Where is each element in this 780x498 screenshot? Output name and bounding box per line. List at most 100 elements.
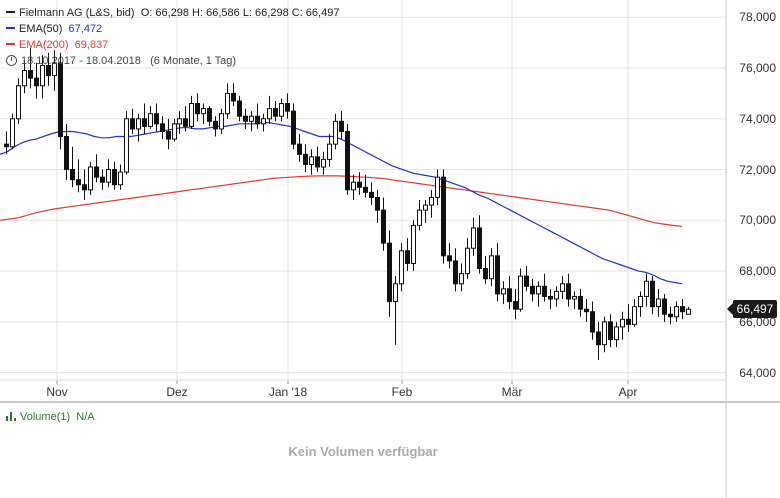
- candle-body: [94, 166, 99, 178]
- candle-body: [566, 283, 571, 300]
- period-label: (6 Monate, 1 Tag): [150, 55, 237, 67]
- candle-body: [530, 285, 535, 295]
- candle-body: [207, 108, 212, 122]
- volume-empty-message: Kein Volumen verfügbar: [288, 444, 438, 459]
- candle-body: [183, 118, 188, 127]
- candle-body: [447, 255, 452, 262]
- candle-body: [542, 285, 547, 297]
- candle-body: [632, 306, 637, 325]
- volume-legend[interactable]: Volume(1) N/A: [6, 411, 95, 423]
- candle-body: [381, 209, 386, 244]
- candle-body: [465, 247, 470, 275]
- candle-body: [554, 290, 559, 300]
- candle-body: [16, 85, 21, 120]
- candle-body: [339, 120, 344, 132]
- candle-body: [172, 123, 177, 140]
- date-range: 18.10.2017 - 18.04.2018: [21, 55, 141, 67]
- candle-body: [518, 275, 523, 310]
- x-tick-label: Nov: [46, 385, 68, 399]
- candle-body: [644, 280, 649, 297]
- candle-body: [237, 100, 242, 117]
- candle-body: [429, 196, 434, 206]
- candle-body: [680, 306, 685, 313]
- ema50-line-group: [0, 121, 683, 285]
- candle-body: [578, 295, 583, 310]
- candle-body: [435, 176, 440, 198]
- candle-body: [626, 318, 631, 325]
- candle-body: [489, 255, 494, 280]
- ema200-line: [0, 175, 683, 227]
- candle-body: [501, 288, 506, 295]
- ema50-line: [0, 121, 683, 285]
- candle-body: [596, 331, 601, 346]
- candle-body: [219, 113, 224, 130]
- candle-body: [351, 181, 356, 191]
- legend-ema50[interactable]: EMA(50) 67,472: [6, 22, 102, 36]
- candle-body: [453, 260, 458, 285]
- ema200-swatch-icon: [6, 43, 15, 46]
- candle-body: [423, 204, 428, 211]
- candle-body: [201, 108, 206, 115]
- candle-body: [70, 169, 75, 181]
- x-tick-label: Mär: [501, 385, 523, 399]
- y-tick-label: 64,000: [739, 365, 776, 380]
- candle-body: [363, 186, 368, 193]
- candle-body: [369, 191, 374, 198]
- ema50-label: EMA(50): [19, 23, 63, 35]
- candle-body: [686, 308, 691, 315]
- candle-body: [345, 130, 350, 191]
- candle-body: [405, 250, 410, 264]
- legend-ema200[interactable]: EMA(200) 69,837: [6, 38, 108, 52]
- candle-body: [441, 176, 446, 257]
- candle-body: [231, 92, 236, 102]
- candle-body: [387, 242, 392, 303]
- candle-body: [327, 143, 332, 160]
- candle-body: [375, 196, 380, 211]
- candle-body: [614, 326, 619, 341]
- volume-label: Volume(1): [20, 411, 71, 423]
- candle-body: [225, 92, 230, 115]
- volume-value: N/A: [76, 411, 95, 423]
- y-tick-label: 72,000: [739, 162, 776, 177]
- candle-body: [58, 62, 63, 138]
- candle-body: [160, 123, 165, 132]
- candle-body: [674, 306, 679, 318]
- y-tick-label: 74,000: [739, 111, 776, 126]
- candle-body: [10, 118, 15, 148]
- candle-body: [136, 118, 141, 130]
- x-tick-label: Feb: [391, 385, 413, 399]
- candle-body: [536, 285, 541, 295]
- candle-body: [273, 108, 278, 117]
- candle-body: [267, 108, 272, 120]
- y-tick-label: 66,000: [739, 314, 776, 329]
- candle-body: [513, 301, 518, 310]
- candle-body: [148, 113, 153, 127]
- candle-body: [166, 130, 171, 140]
- candle-body: [471, 227, 476, 249]
- candle-body: [100, 176, 105, 183]
- candle-body: [195, 103, 200, 115]
- candle-body: [393, 283, 398, 303]
- y-tick-label: 78,000: [739, 10, 776, 25]
- candle-body: [291, 110, 296, 145]
- y-tick-label: 70,000: [739, 213, 776, 228]
- candle-body: [662, 298, 667, 315]
- ema200-label: EMA(200): [19, 39, 69, 51]
- candle-body: [255, 115, 260, 125]
- x-tick-label: Dez: [166, 385, 188, 399]
- candle-body: [315, 156, 320, 168]
- instrument-name: Fielmann AG (L&S, bid): [19, 7, 135, 19]
- candle-body: [477, 227, 482, 270]
- candle-body: [668, 313, 673, 318]
- candle-body: [52, 62, 57, 77]
- last-price-tag: 66,497: [727, 300, 777, 318]
- candle-body: [620, 318, 625, 328]
- ohlc-readout: O: 66,298 H: 66,586 L: 66,298 C: 66,497: [140, 7, 340, 19]
- candle-body: [28, 70, 33, 79]
- ema50-swatch-icon: [6, 27, 15, 30]
- candle-body: [40, 64, 45, 87]
- chart-grid: [0, 0, 726, 384]
- volume-bars-icon: [6, 411, 16, 421]
- candle-body: [34, 77, 39, 87]
